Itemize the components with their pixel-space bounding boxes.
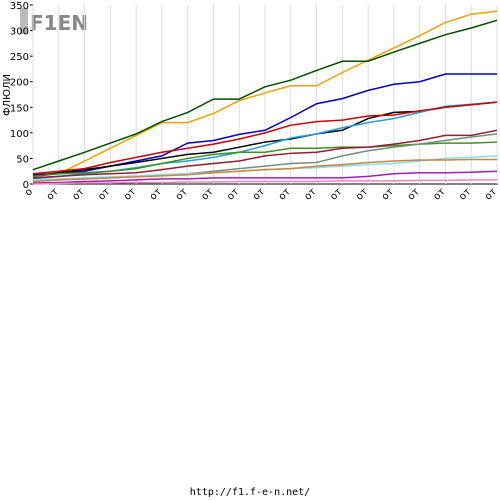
y-tick-label: 0 — [23, 180, 29, 191]
y-tick-label: 50 — [16, 154, 29, 165]
x-tick-label: от — [302, 186, 318, 202]
y-tick-label: 250 — [10, 52, 29, 63]
y-tick-label: 300 — [10, 27, 29, 38]
series-line — [32, 101, 498, 175]
y-tick-label: 100 — [10, 129, 29, 140]
x-tick-label: от — [354, 186, 370, 202]
x-tick-label: от — [199, 186, 215, 202]
x-tick-label: от — [251, 186, 267, 202]
x-tick-label: о — [23, 186, 35, 198]
x-tick-label: от — [174, 186, 190, 202]
x-tick-label: от — [45, 186, 61, 202]
x-tick-label: от — [406, 186, 422, 202]
y-tick-label: 350 — [10, 1, 29, 12]
x-tick-label: от — [277, 186, 293, 202]
x-tick-label: от — [148, 186, 164, 202]
series-line — [32, 129, 498, 179]
footer: http://f1.f-e-n.net/ — [190, 487, 310, 498]
series-line — [32, 158, 497, 183]
logo-block — [20, 8, 28, 34]
series-line — [32, 179, 497, 185]
x-tick-label: от — [457, 186, 473, 202]
series-line — [32, 19, 498, 171]
x-tick-label: от — [225, 186, 241, 202]
x-tick-label: от — [328, 186, 344, 202]
y-tick-label: 200 — [10, 78, 29, 89]
x-tick-label: от — [96, 186, 112, 202]
x-tick-label: от — [483, 186, 499, 202]
series-line — [32, 10, 498, 178]
x-tick-label: от — [380, 186, 396, 202]
series-line — [32, 170, 498, 184]
x-tick-label: от — [431, 186, 447, 202]
y-tick-label: 150 — [10, 103, 29, 114]
x-tick-label: от — [122, 186, 138, 202]
y-axis-label: ФЛЮЛИ — [2, 74, 13, 116]
x-tick-label: от — [70, 186, 86, 202]
